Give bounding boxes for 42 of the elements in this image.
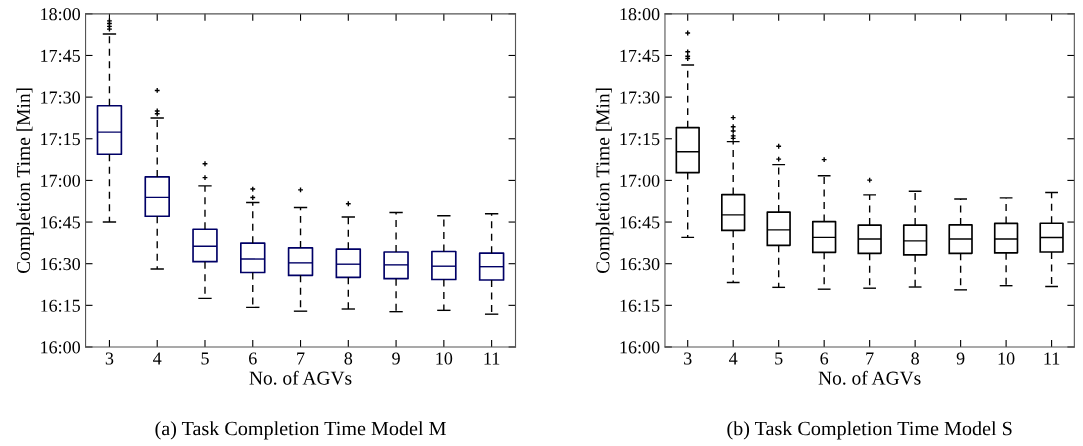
y-tick-label: 16:30: [41, 257, 81, 271]
x-tick-label: 5: [775, 352, 783, 365]
x-tick-label: 8: [344, 352, 353, 365]
x-tick-label: 11: [1044, 352, 1060, 365]
y-tick-label: 16:45: [620, 216, 660, 229]
y-tick-label: 17:15: [41, 133, 80, 146]
x-tick-label: 10: [998, 352, 1015, 365]
y-tick-label: 17:00: [41, 174, 81, 187]
y-tick-label: 17:30: [41, 91, 81, 104]
x-tick-label: 5: [201, 352, 209, 365]
x-tick-label: 7: [866, 352, 874, 365]
y-tick-label: 16:15: [620, 299, 660, 312]
x-tick-label: 3: [684, 352, 692, 365]
y-tick-label: 18:00: [620, 8, 660, 21]
x-tick-label: 11: [484, 352, 500, 365]
x-axis-title: No. of AGVs: [818, 370, 921, 385]
y-tick-label: 18:00: [41, 8, 81, 21]
y-tick-label: 17:00: [620, 174, 660, 187]
y-axis-title: Completion Time [Min]: [595, 88, 614, 274]
x-tick-label: 7: [297, 352, 305, 365]
x-tick-label: 3: [105, 352, 114, 365]
x-tick-label: 6: [820, 352, 829, 365]
x-tick-label: 9: [392, 352, 400, 365]
text: (b) Task Completion Time Model S: [727, 421, 1012, 440]
y-tick-label: 17:15: [620, 133, 660, 146]
y-tick-label: 16:45: [41, 216, 80, 229]
x-tick-label: 4: [729, 352, 738, 365]
x-tick-label: 8: [911, 352, 919, 365]
x-axis-title: No. of AGVs: [249, 370, 352, 385]
x-tick-label: 6: [249, 352, 257, 365]
y-tick-label: 16:15: [41, 299, 80, 312]
x-tick-label: 9: [956, 352, 965, 365]
y-tick-label: 16:00: [41, 341, 81, 354]
x-tick-label: 10: [436, 352, 453, 365]
y-tick-label: 17:45: [620, 49, 660, 62]
x-tick-label: 4: [153, 352, 162, 365]
y-axis-title: Completion Time [Min]: [16, 88, 35, 274]
y-tick-label: 16:30: [620, 257, 660, 271]
text: (a) Task Completion Time Model M: [155, 421, 446, 440]
y-tick-label: 16:00: [620, 341, 660, 354]
y-tick-label: 17:45: [41, 49, 80, 62]
y-tick-label: 17:30: [620, 91, 660, 104]
